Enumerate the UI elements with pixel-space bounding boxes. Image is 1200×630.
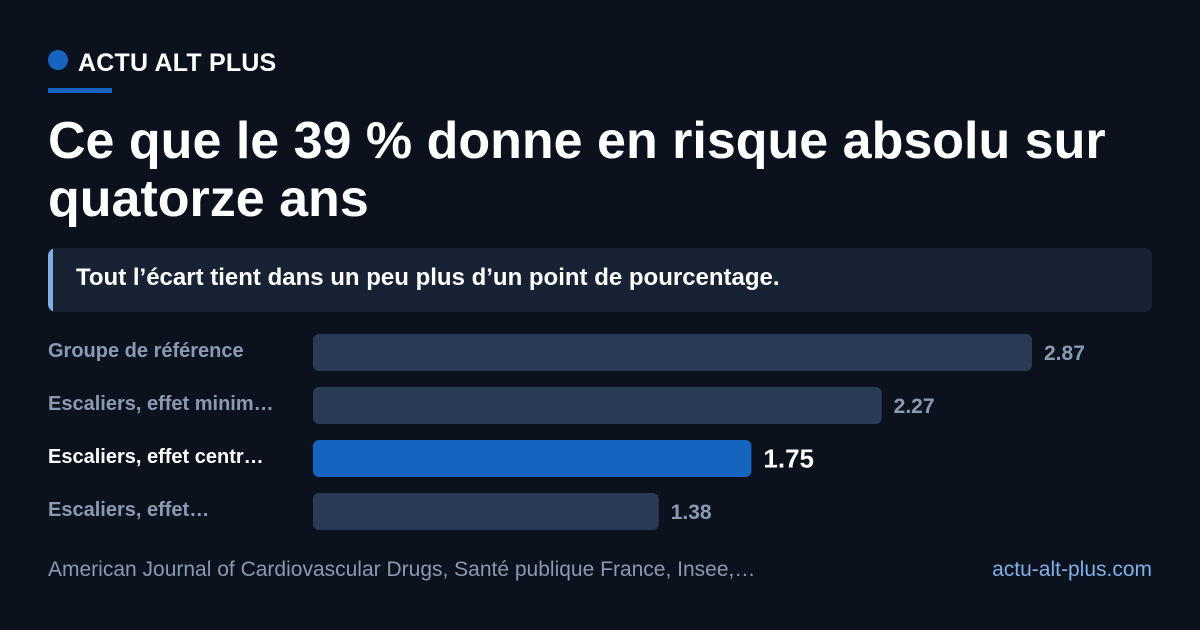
brand-name: ACTU ALT PLUS [78,48,277,77]
page-title: Ce que le 39 % donne en risque absolu su… [48,112,1106,228]
category-label: Escaliers, effet… [48,499,209,521]
value-label: 1.75 [763,443,814,473]
brand-dot-icon [48,50,68,70]
bar [313,334,1032,371]
source-credit: American Journal of Cardiovascular Drugs… [48,558,756,581]
subtitle-callout: Tout l’écart tient dans un peu plus d’un… [48,248,1152,312]
bar [313,440,752,477]
value-label: 1.38 [671,501,712,524]
value-label: 2.27 [894,395,935,418]
callout-accent-bar [48,248,53,312]
category-label: Escaliers, effet minim… [48,393,274,415]
site-link[interactable]: actu-alt-plus.com [992,558,1152,581]
brand: ACTU ALT PLUS [48,48,276,78]
subtitle-text: Tout l’écart tient dans un peu plus d’un… [76,264,780,291]
category-label: Escaliers, effet centr… [48,446,264,468]
value-label: 2.87 [1044,342,1085,365]
bar [313,387,882,424]
bar [313,493,659,530]
brand-underline [48,88,112,93]
category-label: Groupe de référence [48,340,244,362]
